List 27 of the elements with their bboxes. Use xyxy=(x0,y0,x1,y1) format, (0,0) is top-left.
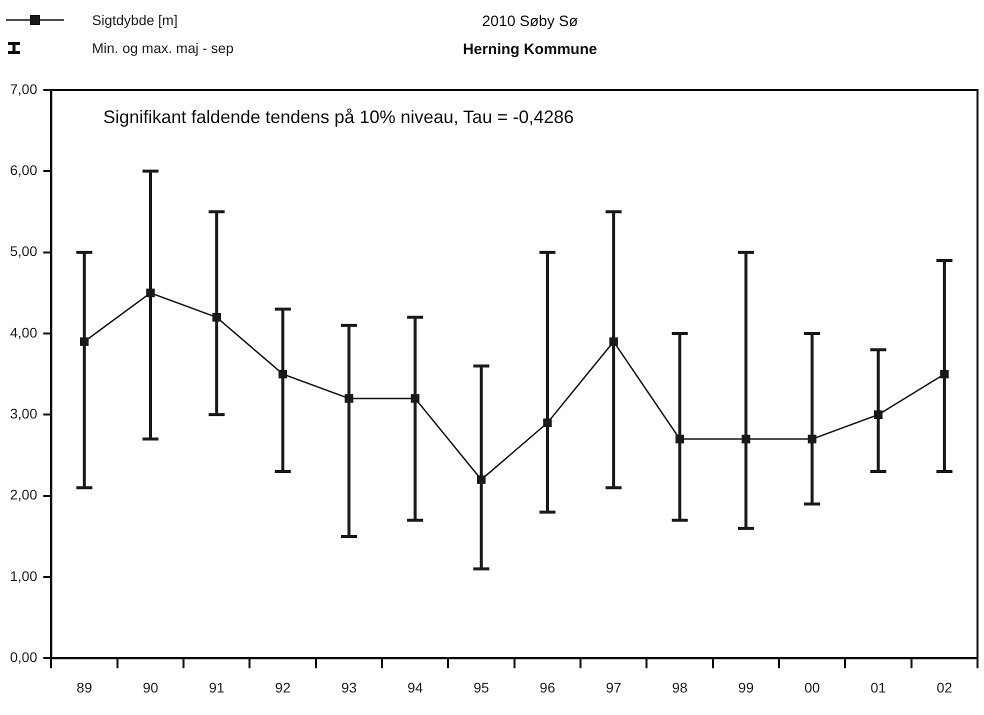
x-tick-label: 89 xyxy=(76,679,92,696)
x-tick-label: 98 xyxy=(672,679,688,696)
x-tick-label: 02 xyxy=(936,679,952,696)
x-tick-label: 94 xyxy=(407,679,424,696)
x-tick-label: 96 xyxy=(540,679,556,696)
x-tick-label: 90 xyxy=(142,679,158,696)
y-tick-label: 3,00 xyxy=(10,406,38,422)
y-tick-label: 4,00 xyxy=(10,324,38,340)
legend-label: Sigtdybde [m] xyxy=(92,12,178,28)
x-tick-label: 00 xyxy=(804,679,820,696)
x-tick-label: 92 xyxy=(275,679,291,696)
x-tick-label: 01 xyxy=(870,679,886,696)
y-tick-label: 0,00 xyxy=(10,649,38,666)
x-tick-label: 93 xyxy=(341,679,357,696)
y-tick-label: 5,00 xyxy=(10,243,38,260)
y-tick-label: 6,00 xyxy=(10,162,38,178)
x-tick-label: 97 xyxy=(606,679,622,696)
annotation: Signifikant faldende tendens på 10% niveau, Tau = -0,4286 xyxy=(103,106,574,127)
chart-subtitle: Herning Kommune xyxy=(462,40,598,60)
y-tick-label: 1,00 xyxy=(10,568,38,584)
y-tick-label: 2,00 xyxy=(10,486,38,503)
x-tick-label: 95 xyxy=(474,679,490,696)
chart-title: 2010 Søby Sø xyxy=(481,12,579,32)
y-tick-label: 7,00 xyxy=(10,80,38,97)
text: Min. og max. maj - sep xyxy=(92,40,234,56)
x-tick-label: 99 xyxy=(738,679,754,696)
x-tick-label: 91 xyxy=(208,679,225,696)
